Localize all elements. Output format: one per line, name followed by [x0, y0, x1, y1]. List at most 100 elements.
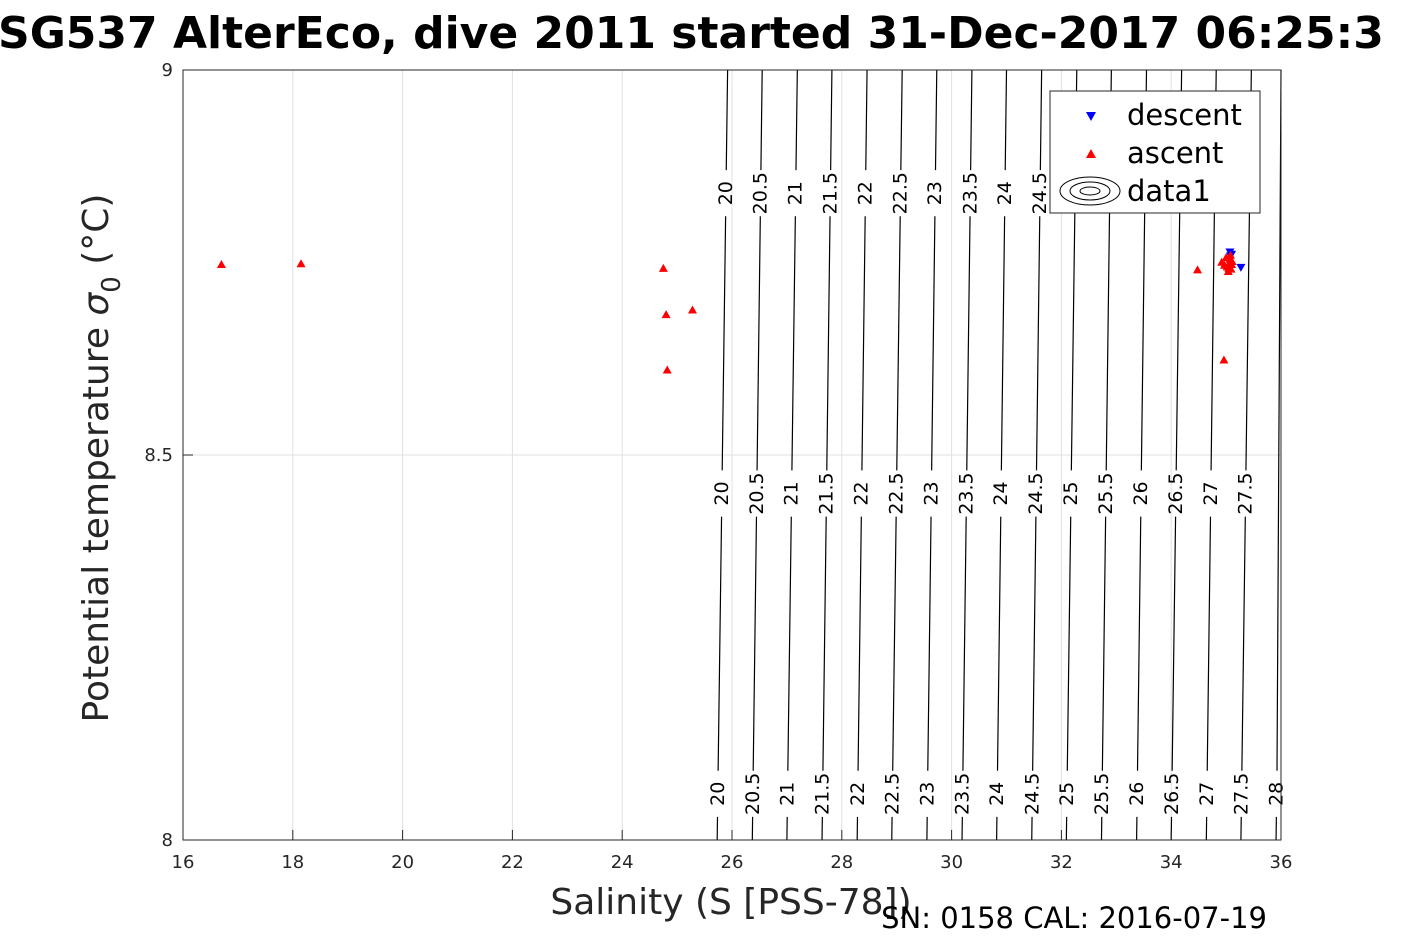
contour-label: 21	[781, 481, 803, 505]
contour-label: 25.5	[1091, 773, 1113, 815]
isopycnal-line	[1004, 69, 1008, 171]
ascent-point	[216, 260, 226, 269]
isopycnal-line	[795, 69, 798, 171]
contour-label: 20	[707, 782, 729, 806]
isopycnal-line	[1066, 516, 1072, 771]
contour-label: 25.5	[1095, 472, 1117, 514]
ascent-point	[296, 259, 306, 268]
chart-title: SG537 AlterEco, dive 2011 started 31-Dec…	[0, 8, 1384, 59]
data-points	[216, 248, 1246, 374]
x-tick-label: 30	[940, 852, 963, 873]
axis-ticks: 16 18 20 22 24 26 28 30 32 34 36 8 8.5 9	[144, 60, 1292, 873]
isopycnal-line	[791, 216, 796, 471]
isopycnal-line	[1171, 516, 1177, 771]
contour-label: 21.5	[812, 773, 834, 815]
isopycnal-line	[1039, 69, 1043, 171]
y-axis-label: Potential temperature σ0 (°C)	[76, 194, 127, 723]
isopycnal-line	[896, 216, 901, 471]
contour-label: 22.5	[890, 172, 912, 214]
x-tick-label: 32	[1050, 852, 1073, 873]
contour-label: 20.5	[750, 172, 772, 214]
legend-ascent-label: ascent	[1127, 136, 1223, 170]
x-tick-label: 26	[721, 852, 744, 873]
isopycnal-line	[966, 216, 971, 471]
contour-label: 27	[1196, 782, 1218, 806]
legend-contour-icon	[1059, 176, 1121, 206]
contour-label: 22	[851, 481, 873, 505]
isopycnal-line	[826, 216, 831, 471]
isopycnal-line	[900, 69, 903, 171]
legend-ascent-marker	[1086, 149, 1096, 158]
isopycnal-line	[865, 69, 868, 171]
isopycnal-line	[752, 516, 758, 771]
contour-label: 26.5	[1161, 773, 1183, 815]
legend: descent ascent data1	[1049, 90, 1261, 214]
ascent-point	[1223, 266, 1233, 275]
legend-data1-label: data1	[1127, 174, 1211, 208]
isopycnal-line	[996, 516, 1002, 771]
isopycnal-line	[857, 516, 862, 771]
contour-label: 21.5	[815, 472, 837, 514]
contour-label: 25	[1056, 782, 1078, 806]
isopycnal-line	[1136, 516, 1142, 771]
legend-box	[1049, 90, 1261, 214]
contour-label: 22.5	[885, 472, 907, 514]
contour-label: 23	[924, 181, 946, 205]
contour-label: 24.5	[1021, 773, 1043, 815]
contour-label: 24.5	[1029, 172, 1051, 214]
contour-label: 26	[1126, 782, 1148, 806]
contour-label: 23.5	[952, 773, 974, 815]
y-axis-label-sigma: σ	[76, 292, 117, 316]
descent-point	[1236, 263, 1246, 272]
contour-label: 23	[916, 782, 938, 806]
contour-label: 23.5	[959, 172, 981, 214]
isopycnal-line	[861, 216, 866, 471]
y-axis-label-subscript: 0	[97, 276, 127, 293]
isopycnal-line	[1206, 516, 1212, 771]
ascent-point	[662, 365, 672, 374]
legend-descent-marker	[1086, 112, 1096, 121]
isopycnal-line	[931, 216, 936, 471]
contour-label: 27.5	[1235, 472, 1257, 514]
x-tick-label: 22	[501, 852, 524, 873]
contour-label: 20.5	[746, 472, 768, 514]
ascent-point	[1227, 256, 1237, 265]
contour-label: 25	[1060, 481, 1082, 505]
x-tick-label: 28	[830, 852, 853, 873]
x-tick-label: 20	[391, 852, 414, 873]
contour-label: 26.5	[1165, 472, 1187, 514]
isopycnal-line	[1035, 216, 1041, 471]
footer-serial-cal: SN: 0158 CAL: 2016-07-19	[881, 901, 1267, 935]
isopycnal-line	[1000, 216, 1006, 471]
y-tick-label: 8.5	[144, 445, 173, 466]
contour-label: 21.5	[819, 172, 841, 214]
contour-label: 22	[847, 782, 869, 806]
y-axis-label-unit: (°C)	[76, 194, 117, 277]
contour-label: 24	[994, 181, 1016, 205]
contour-label: 20	[715, 181, 737, 205]
isopycnal-line	[927, 516, 932, 771]
contour-label: 21	[785, 181, 807, 205]
contour-label: 22.5	[881, 773, 903, 815]
ascent-point	[687, 305, 697, 314]
isopycnal-line	[822, 516, 827, 771]
contour-label: 27	[1200, 481, 1222, 505]
y-tick-label: 9	[162, 60, 173, 81]
ascent-point	[1223, 261, 1233, 270]
contour-label: 22	[854, 181, 876, 205]
contour-label: 24	[986, 782, 1008, 806]
x-tick-label: 36	[1270, 852, 1293, 873]
isopycnal-line	[717, 516, 723, 771]
ascent-point	[1225, 250, 1235, 259]
contour-label: 27.5	[1231, 773, 1253, 815]
contour-label: 20.5	[742, 773, 764, 815]
x-tick-label: 18	[281, 852, 304, 873]
contour-label: 28	[1266, 782, 1288, 806]
isopycnal-line	[756, 216, 761, 471]
ascent-point	[658, 263, 668, 272]
isopycnal-line	[760, 69, 763, 171]
contour-label: 20	[711, 481, 733, 505]
isopycnal-line	[1032, 516, 1037, 771]
x-axis-label: Salinity (S [PSS-78])	[550, 882, 911, 923]
